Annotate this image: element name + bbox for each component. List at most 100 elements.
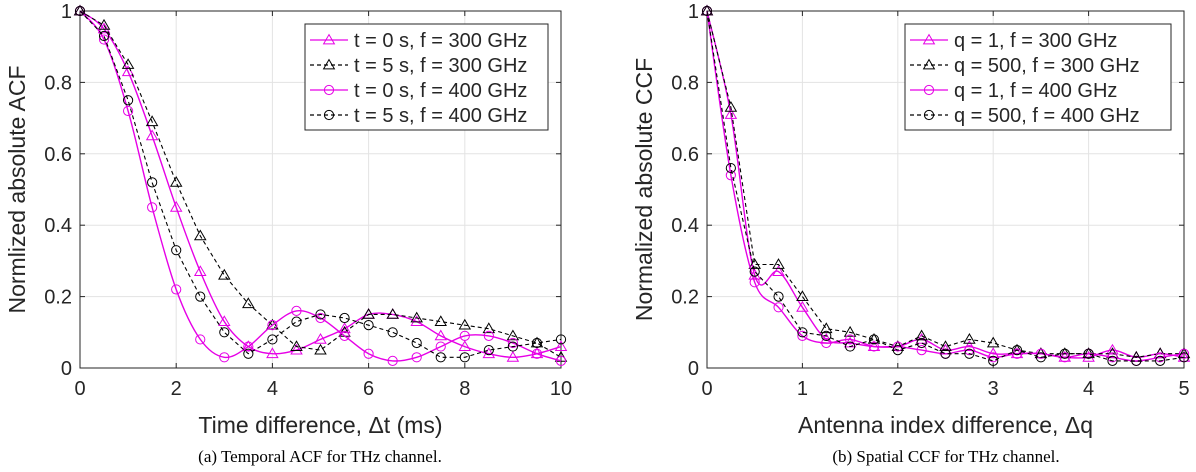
data-point (314, 333, 327, 344)
y-tick-label: 0 (61, 358, 72, 380)
y-axis-label: Normlized absolute ACF (4, 66, 30, 314)
legend-swatch-marker (322, 58, 336, 70)
x-tick-label: 10 (550, 378, 572, 400)
series-line (79, 10, 562, 358)
x-tick-label: 3 (988, 378, 999, 400)
data-point (363, 320, 374, 331)
legend-swatch-marker (923, 84, 935, 96)
data-point (98, 34, 110, 45)
x-tick-label: 0 (701, 378, 712, 400)
series-4 (701, 5, 1190, 366)
legend-label: t = 0 s, f = 300 GHz (354, 30, 527, 52)
series-line (706, 10, 1185, 362)
data-point (266, 347, 279, 359)
data-point (1155, 355, 1166, 366)
data-point (988, 355, 999, 366)
data-point (242, 297, 255, 309)
series-2 (73, 4, 568, 362)
data-point (845, 334, 856, 345)
y-tick-label: 0.6 (671, 144, 699, 166)
data-point (1178, 348, 1190, 359)
x-tick-label: 4 (1083, 378, 1094, 400)
ticks: 0 2 4 6 8 10 0 0.2 0.4 0.6 0.8 1 (44, 1, 572, 400)
data-point (868, 334, 880, 345)
data-point (169, 200, 183, 212)
data-point (1059, 348, 1070, 359)
chart-b: 0 1 2 3 4 5 0 0.2 0.4 0.6 0.8 1 Antenna index differ… (631, 1, 1191, 466)
data-point (434, 329, 447, 341)
data-point (772, 258, 785, 269)
x-tick-label: 8 (459, 378, 470, 400)
data-point (1083, 348, 1094, 359)
data-point (796, 300, 809, 312)
data-point (701, 5, 713, 17)
data-point (145, 115, 159, 127)
y-tick-label: 0 (688, 358, 699, 380)
data-point (387, 355, 398, 366)
data-point (797, 330, 808, 341)
data-point (171, 245, 182, 256)
data-point (555, 355, 567, 366)
data-point (748, 258, 761, 269)
data-point (507, 337, 519, 349)
legend-label: t = 5 s, f = 400 GHz (354, 105, 527, 127)
data-point (483, 345, 494, 356)
caption: (b) Spatial CCF for THz channel. (832, 447, 1059, 466)
data-point (724, 101, 738, 112)
data-point (290, 343, 303, 355)
data-point (267, 320, 278, 331)
data-point (915, 329, 928, 341)
data-point (843, 325, 857, 337)
data-point (507, 341, 519, 352)
data-point (1035, 352, 1047, 363)
data-point (195, 291, 206, 302)
data-point (1106, 343, 1119, 355)
x-tick-label: 1 (797, 378, 808, 400)
data-point (963, 333, 976, 344)
legend-swatch-marker (322, 33, 336, 45)
data-point (821, 337, 832, 349)
data-point (243, 341, 254, 352)
data-point (531, 337, 543, 349)
data-point (266, 318, 279, 330)
data-point (773, 302, 784, 313)
data-point (796, 290, 809, 301)
data-point (411, 337, 422, 349)
data-point (940, 348, 951, 359)
data-point (243, 348, 254, 359)
x-tick-label: 2 (171, 378, 182, 400)
data-point (916, 337, 927, 349)
data-point (218, 268, 231, 280)
data-point (1059, 352, 1070, 363)
data-point (1082, 350, 1095, 362)
series-4 (74, 5, 567, 363)
series-line (706, 10, 1185, 362)
y-tick-label: 0.2 (44, 287, 72, 309)
data-point (964, 345, 975, 356)
data-point (97, 22, 111, 34)
data-point (195, 334, 206, 345)
data-point (939, 340, 952, 351)
data-point (458, 318, 472, 330)
x-tick-label: 2 (892, 378, 903, 400)
data-point (267, 334, 278, 345)
data-point (1082, 347, 1095, 359)
legend-swatch-marker (323, 109, 335, 121)
data-point (892, 345, 903, 356)
data-point (1177, 347, 1191, 359)
legend-label: q = 1, f = 400 GHz (954, 80, 1117, 102)
data-point (147, 177, 158, 188)
data-point (193, 229, 207, 241)
data-point (98, 30, 110, 42)
data-point (459, 352, 470, 363)
legend-swatch-marker (323, 84, 335, 96)
data-point (1107, 355, 1118, 366)
data-point (772, 265, 785, 276)
data-point (1011, 345, 1023, 356)
data-point (363, 348, 374, 359)
x-tick-label: 6 (363, 378, 374, 400)
series-line (79, 10, 562, 358)
caption: (a) Temporal ACF for THz channel. (198, 447, 442, 466)
data-point (387, 327, 398, 338)
